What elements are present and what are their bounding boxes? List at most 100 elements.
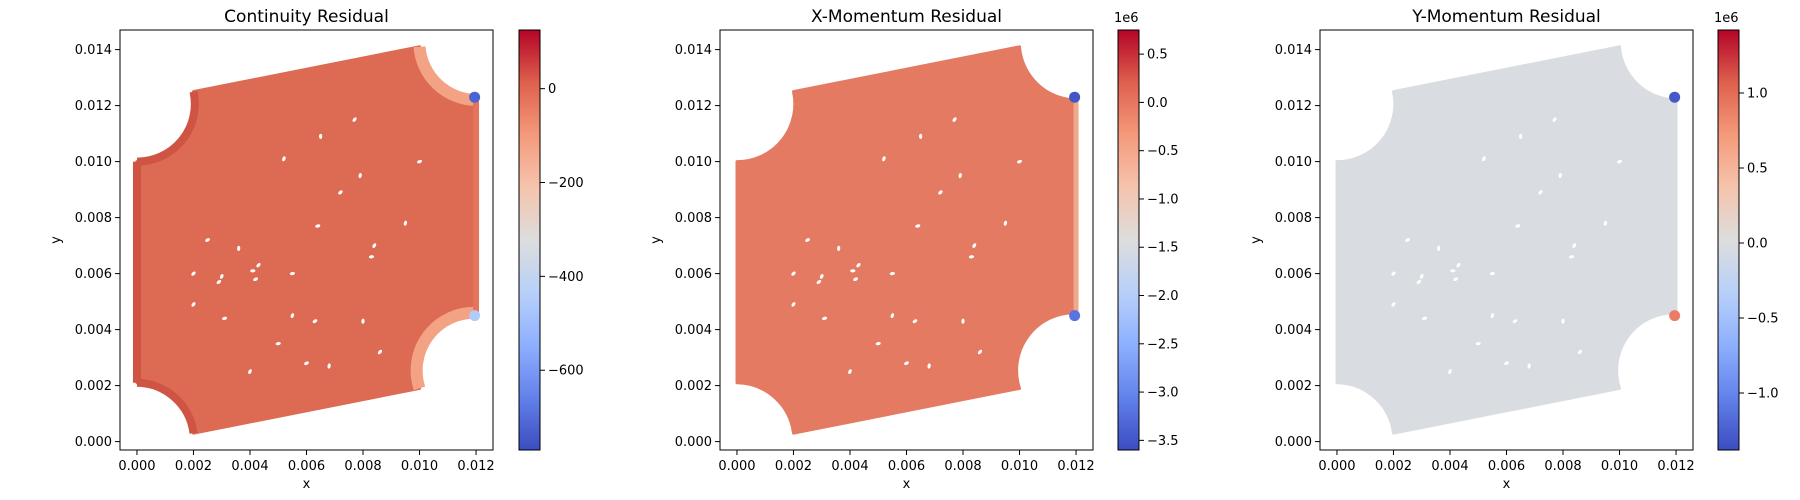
x-tick-label: 0.010 bbox=[1001, 459, 1038, 474]
gap-mark bbox=[368, 255, 375, 259]
gap-mark bbox=[377, 349, 383, 355]
gap-mark bbox=[961, 318, 965, 324]
gap-mark bbox=[819, 273, 824, 279]
gap-mark bbox=[977, 349, 983, 355]
colorbar-tick-label: 0.0 bbox=[1147, 96, 1168, 111]
gap-mark bbox=[1475, 341, 1481, 346]
hotspot-point-2 bbox=[1069, 310, 1081, 322]
x-tick-label: 0.002 bbox=[175, 459, 212, 474]
gap-mark bbox=[1515, 224, 1521, 228]
y-tick-label: 0.010 bbox=[675, 155, 712, 170]
y-tick-label: 0.014 bbox=[1275, 43, 1312, 58]
hotspot-point-1 bbox=[1069, 91, 1081, 103]
gap-mark bbox=[282, 156, 286, 162]
gap-mark bbox=[938, 190, 943, 195]
chart-title: X-Momentum Residual bbox=[811, 7, 1002, 27]
hotspot-point-2 bbox=[469, 310, 481, 322]
x-tick-label: 0.006 bbox=[288, 459, 325, 474]
gap-mark bbox=[850, 269, 856, 273]
gap-mark bbox=[1568, 255, 1575, 259]
gap-mark bbox=[1448, 369, 1452, 375]
gap-mark bbox=[1617, 159, 1623, 164]
y-tick-label: 0.000 bbox=[1275, 435, 1312, 450]
y-tick-label: 0.012 bbox=[1275, 99, 1312, 114]
gap-mark bbox=[191, 271, 196, 276]
y-tick-label: 0.000 bbox=[675, 435, 712, 450]
hotspot-point-1 bbox=[469, 91, 481, 103]
x-tick-label: 0.002 bbox=[775, 459, 812, 474]
gap-mark bbox=[822, 316, 828, 321]
scatter-domain bbox=[1335, 45, 1681, 435]
x-tick-label: 0.004 bbox=[831, 459, 868, 474]
gap-mark bbox=[882, 156, 886, 162]
x-tick-label: 0.010 bbox=[1601, 459, 1638, 474]
x-tick-label: 0.000 bbox=[718, 459, 755, 474]
arc-bottom-right bbox=[410, 306, 477, 391]
gap-mark bbox=[1552, 117, 1557, 122]
x-tick-label: 0.000 bbox=[118, 459, 155, 474]
y-tick-label: 0.002 bbox=[1275, 379, 1312, 394]
domain-body bbox=[135, 45, 478, 435]
gap-mark bbox=[1519, 133, 1523, 139]
y-tick-label: 0.010 bbox=[1275, 155, 1312, 170]
colorbar: 0 −200 −400 −600 bbox=[518, 29, 584, 451]
gap-mark bbox=[219, 273, 224, 279]
colorbar-tick-label: 1.0 bbox=[1747, 87, 1768, 102]
gap-mark bbox=[1538, 190, 1543, 195]
gap-mark bbox=[1512, 319, 1518, 324]
gap-mark bbox=[237, 245, 241, 251]
gap-mark bbox=[403, 220, 408, 226]
gap-mark bbox=[1003, 220, 1008, 226]
y-tick-label: 0.004 bbox=[1275, 323, 1312, 338]
gap-mark bbox=[848, 369, 852, 375]
gap-mark bbox=[1577, 349, 1583, 355]
colorbar-tick-label: −3.0 bbox=[1147, 386, 1179, 401]
x-axis-label: x bbox=[903, 477, 911, 492]
gap-mark bbox=[205, 238, 210, 242]
domain-body bbox=[735, 45, 1078, 435]
gap-mark bbox=[1572, 243, 1577, 248]
gap-mark bbox=[890, 313, 895, 319]
gap-mark bbox=[319, 133, 323, 139]
gap-mark bbox=[912, 319, 918, 324]
gap-mark bbox=[972, 243, 977, 248]
colorbar-multiplier: 1e6 bbox=[1714, 11, 1739, 26]
gap-mark bbox=[1450, 269, 1456, 273]
y-tick-label: 0.002 bbox=[75, 379, 112, 394]
colorbar-tick-label: −1.0 bbox=[1747, 387, 1779, 402]
colorbar-tick-label: 0.0 bbox=[1747, 237, 1768, 252]
y-tick-label: 0.004 bbox=[75, 323, 112, 338]
gap-mark bbox=[372, 243, 377, 248]
x-tick-label: 0.006 bbox=[888, 459, 925, 474]
colorbar-tick-label: 0 bbox=[548, 82, 556, 97]
gap-mark bbox=[1527, 363, 1531, 369]
chart-title: Continuity Residual bbox=[224, 7, 389, 27]
colorbar-gradient bbox=[1717, 29, 1740, 451]
gap-mark bbox=[837, 245, 841, 251]
gap-mark bbox=[327, 363, 331, 369]
y-tick-label: 0.014 bbox=[675, 43, 712, 58]
x-tick-label: 0.008 bbox=[1544, 459, 1581, 474]
y-tick-label: 0.014 bbox=[75, 43, 112, 58]
gap-mark bbox=[1482, 156, 1486, 162]
gap-mark bbox=[1017, 159, 1023, 164]
y-axis-label: y bbox=[1249, 236, 1264, 244]
gap-mark bbox=[250, 269, 256, 273]
gap-mark bbox=[1504, 361, 1509, 366]
gap-mark bbox=[216, 279, 222, 285]
colorbar-multiplier: 1e6 bbox=[1114, 11, 1139, 26]
gap-mark bbox=[958, 173, 962, 179]
colorbar-tick-label: −1.0 bbox=[1147, 192, 1179, 207]
gap-mark bbox=[304, 361, 309, 366]
gap-mark bbox=[289, 271, 295, 276]
colorbar-tick-label: −200 bbox=[548, 176, 584, 191]
gap-mark bbox=[1453, 277, 1459, 282]
gap-mark bbox=[1422, 316, 1428, 321]
arc-top-left bbox=[136, 90, 199, 166]
gap-mark bbox=[275, 341, 281, 346]
gap-mark bbox=[358, 173, 362, 179]
gap-mark bbox=[952, 117, 957, 122]
x-axis-label: x bbox=[1503, 477, 1511, 492]
gap-mark bbox=[805, 238, 810, 242]
